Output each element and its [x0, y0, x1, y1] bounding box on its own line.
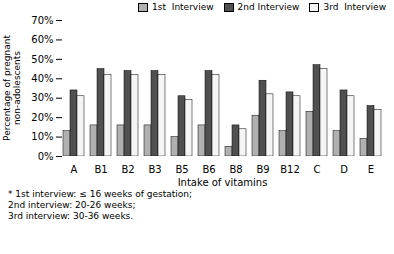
svg-text:Intake of vitamins: Intake of vitamins — [178, 177, 268, 188]
html-text:Percentage of pregnant non-ado: Percentage of pregnant non-adolescents — [1, 35, 22, 141]
svg-text:10%: 10% — [31, 131, 53, 142]
svg-text:A: A — [71, 164, 78, 175]
svg-text:40%: 40% — [31, 73, 53, 84]
svg-text:D: D — [340, 164, 348, 175]
svg-text:B8: B8 — [229, 164, 242, 175]
svg-text:50%: 50% — [31, 54, 53, 65]
html-text:* 1st interview: ≤ 16 weeks of: * 1st interview: ≤ 16 weeks of gestation… — [8, 189, 192, 199]
svg-text:60%: 60% — [31, 34, 53, 45]
svg-text:B2: B2 — [121, 164, 134, 175]
svg-text:B3: B3 — [148, 164, 161, 175]
svg-text:B9: B9 — [256, 164, 269, 175]
svg-text:B1: B1 — [94, 164, 107, 175]
svg-text:30%: 30% — [31, 92, 53, 103]
svg-text:E: E — [368, 164, 374, 175]
svg-text:B5: B5 — [175, 164, 188, 175]
svg-text:20%: 20% — [31, 112, 53, 123]
html-text:2nd Interview: 2nd Interview — [237, 2, 300, 12]
html-text:1st Interview: 1st Interview — [152, 2, 214, 12]
html-text:2nd interview: 20-26 weeks;: 2nd interview: 20-26 weeks; — [8, 199, 136, 210]
svg-text:C: C — [314, 164, 321, 175]
svg-text:B6: B6 — [202, 164, 215, 175]
svg-text:70%: 70% — [31, 15, 53, 26]
svg-text:0%: 0% — [38, 151, 54, 162]
svg-text:B12: B12 — [280, 164, 300, 175]
html-text:3rd interview: 30-36 weeks.: 3rd interview: 30-36 weeks. — [8, 210, 134, 221]
html-text:3rd Interview: 3rd Interview — [323, 2, 386, 12]
